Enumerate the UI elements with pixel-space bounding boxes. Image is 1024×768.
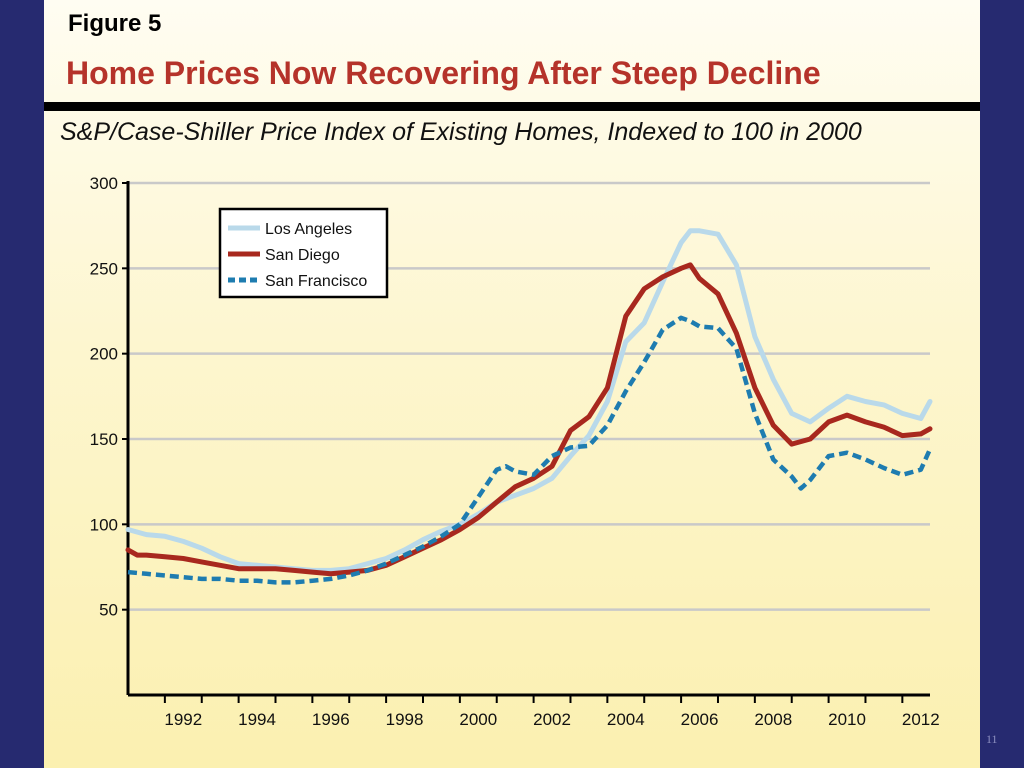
x-tick-label-2002: 2002 [533,710,571,729]
y-tick-label-150: 150 [90,430,118,449]
x-tick-label-1992: 1992 [164,710,202,729]
legend-label-san-francisco: San Francisco [265,273,367,290]
series-line-san-diego [125,262,933,577]
slide-number: 11 [986,732,998,746]
title-rule [44,102,980,111]
x-tick-label-2010: 2010 [828,710,866,729]
x-tick-label-2006: 2006 [681,710,719,729]
y-tick-label-100: 100 [90,515,118,534]
x-tick-label-1998: 1998 [386,710,424,729]
figure-label: Figure 5 [68,10,162,37]
figure-title: Home Prices Now Recovering After Steep D… [66,55,821,91]
x-tick-label-2000: 2000 [459,710,497,729]
chart-subtitle: S&P/Case-Shiller Price Index of Existing… [60,118,862,146]
x-tick-label-2008: 2008 [754,710,792,729]
x-tick-label-2012: 2012 [902,710,940,729]
series-line-los-angeles [125,228,933,573]
x-tick-label-2004: 2004 [607,710,645,729]
series-line-san-francisco [127,315,933,585]
y-tick-label-300: 300 [90,174,118,193]
y-tick-label-200: 200 [90,345,118,364]
x-tick-label-1996: 1996 [312,710,350,729]
y-tick-label-250: 250 [90,259,118,278]
legend-label-san-diego: San Diego [265,247,340,264]
y-tick-label-50: 50 [99,601,118,620]
legend-label-los-angeles: Los Angeles [265,221,352,238]
x-tick-label-1994: 1994 [238,710,276,729]
slide-panel: Figure 5 Home Prices Now Recovering Afte… [44,0,980,768]
